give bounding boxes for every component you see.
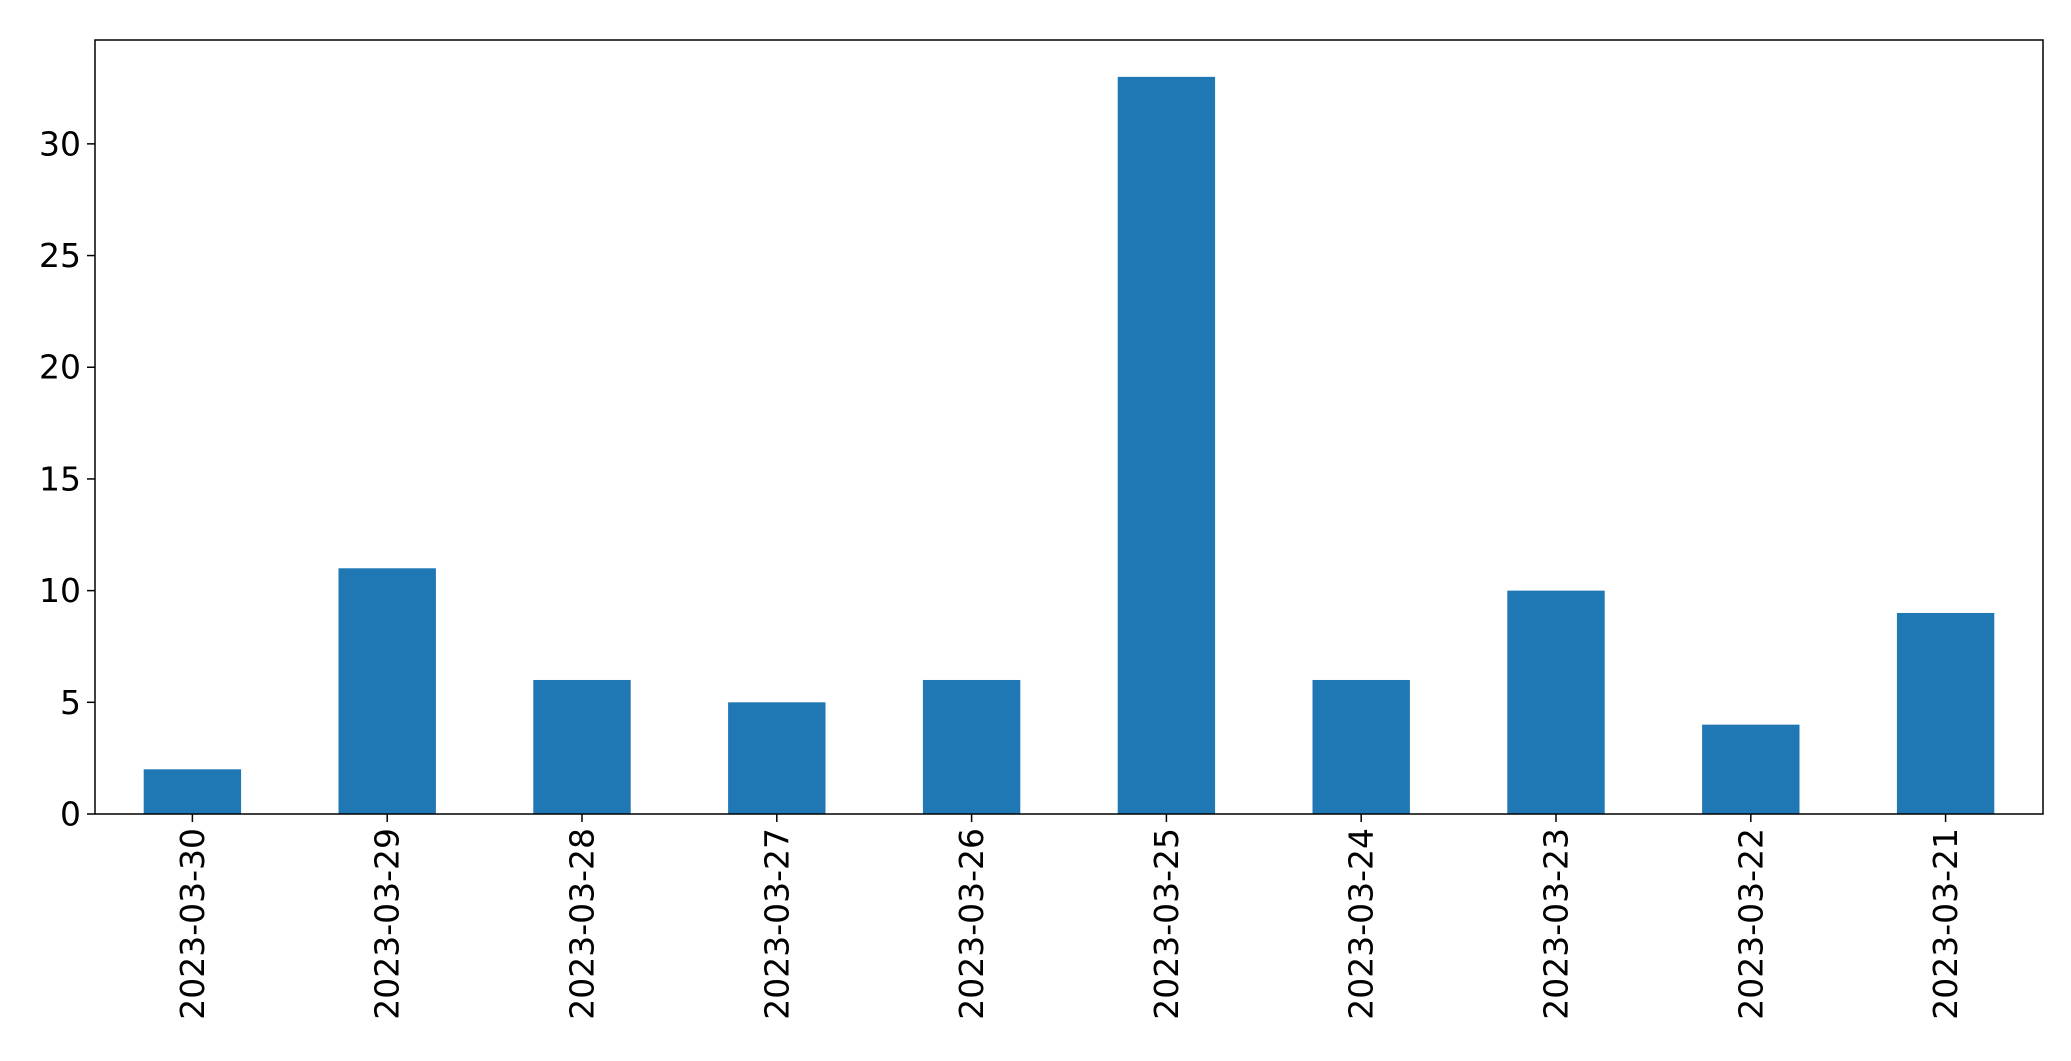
y-tick-label: 5 [60, 683, 81, 722]
bar-2023-03-26 [922, 679, 1021, 814]
x-tick-label-2023-03-21: 2023-03-21 [1926, 828, 1965, 1020]
x-tick-label-2023-03-29: 2023-03-29 [368, 828, 407, 1020]
bar-2023-03-24 [1312, 679, 1410, 814]
y-tick-label: 10 [39, 571, 81, 610]
y-tick-label: 15 [39, 459, 81, 498]
plot-frame [94, 39, 2044, 815]
bar-2023-03-27 [728, 702, 826, 814]
bar-2023-03-29 [338, 568, 436, 814]
x-tick-label-2023-03-26: 2023-03-26 [952, 828, 991, 1020]
x-tick-label-2023-03-22: 2023-03-22 [1731, 828, 1770, 1020]
y-tick-label: 20 [39, 348, 81, 387]
x-tick-label-2023-03-23: 2023-03-23 [1537, 828, 1576, 1020]
x-tick-label-2023-03-30: 2023-03-30 [173, 828, 212, 1020]
bars-group [143, 76, 1995, 815]
y-tick-label: 25 [39, 236, 81, 275]
x-tick-label-2023-03-25: 2023-03-25 [1147, 828, 1186, 1020]
x-tick-label-2023-03-24: 2023-03-24 [1342, 828, 1381, 1020]
x-tick-label-2023-03-28: 2023-03-28 [563, 828, 602, 1020]
bar-2023-03-22 [1702, 724, 1800, 814]
y-tick-label: 30 [39, 124, 81, 163]
bar-2023-03-21 [1896, 612, 1995, 814]
bar-2023-03-28 [533, 679, 631, 814]
x-axis: 2023-03-30 2023-03-29 2023-03-28 2023-03-27… [173, 814, 1965, 1020]
y-tick-label: 0 [60, 795, 81, 834]
x-tick-label-2023-03-27: 2023-03-27 [757, 828, 796, 1020]
y-axis: 0 5 10 15 20 25 30 [39, 124, 95, 834]
bar-2023-03-30 [143, 769, 242, 814]
bar-2023-03-25 [1117, 76, 1216, 815]
bar-2023-03-23 [1507, 590, 1605, 814]
